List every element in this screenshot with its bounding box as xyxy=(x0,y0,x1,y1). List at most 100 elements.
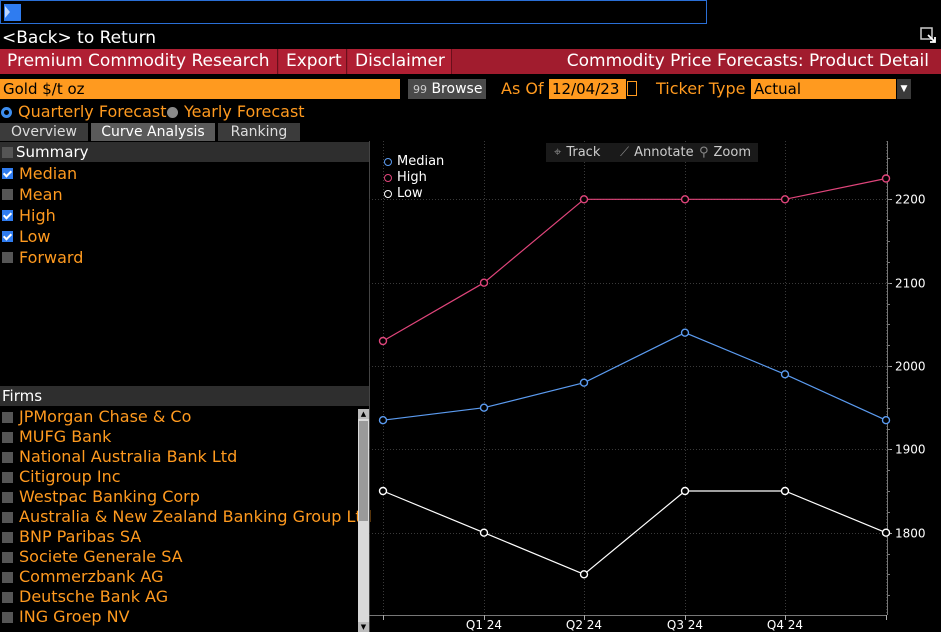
legend-item-low[interactable]: Low xyxy=(383,186,444,202)
checkbox[interactable] xyxy=(2,612,13,623)
left-panel: Summary Median Mean High Low Forward Firms J… xyxy=(0,141,372,632)
cursor-block xyxy=(4,4,21,21)
ticker-type-label: Ticker Type xyxy=(656,79,746,98)
data-point-high xyxy=(881,174,891,183)
controls-row: Gold $/t oz 99 Browse As Of 12/04/23 Tic… xyxy=(0,79,941,101)
menu-premium-research[interactable]: Premium Commodity Research xyxy=(0,49,278,74)
firm-item[interactable]: Deutsche Bank AG xyxy=(0,587,358,607)
summary-item-label: Mean xyxy=(19,185,63,204)
checkbox[interactable] xyxy=(2,231,13,242)
data-point-median xyxy=(680,328,690,337)
firm-item[interactable]: JPMorgan Chase & Co xyxy=(0,407,358,427)
firm-label: BNP Paribas SA xyxy=(19,527,142,546)
firm-item[interactable]: Societe Generale SA xyxy=(0,547,358,567)
ticker-type-select[interactable]: Actual xyxy=(751,79,896,99)
checkbox[interactable] xyxy=(2,492,13,503)
data-point-low xyxy=(881,528,891,537)
checkbox[interactable] xyxy=(2,512,13,523)
yearly-label[interactable]: Yearly Forecast xyxy=(184,102,305,121)
firm-item[interactable]: ING Groep NV xyxy=(0,607,358,627)
checkbox[interactable] xyxy=(2,452,13,463)
firms-header: Firms xyxy=(0,386,369,406)
legend-marker-icon xyxy=(384,174,392,182)
firm-item[interactable]: MUFG Bank xyxy=(0,427,358,447)
legend-item-high[interactable]: High xyxy=(383,170,444,186)
prompt-arrow-icon xyxy=(5,6,10,18)
legend-marker-icon xyxy=(384,158,392,166)
quarterly-radio[interactable] xyxy=(1,107,12,118)
firm-label: Deutsche Bank AG xyxy=(19,587,169,606)
calendar-icon[interactable] xyxy=(627,81,637,96)
checkbox[interactable] xyxy=(2,412,13,423)
checkbox[interactable] xyxy=(2,572,13,583)
track-button[interactable]: ⌖ Track xyxy=(554,143,600,162)
summary-item-label: Forward xyxy=(19,248,84,267)
menu-export[interactable]: Export xyxy=(279,49,347,74)
summary-header[interactable]: Summary xyxy=(0,142,369,162)
firm-item[interactable]: Citigroup Inc xyxy=(0,467,358,487)
checkbox[interactable] xyxy=(2,592,13,603)
quarterly-label[interactable]: Quarterly Forecast xyxy=(18,102,167,121)
command-line-input[interactable] xyxy=(0,0,707,24)
legend-marker-icon xyxy=(384,190,392,198)
checkbox[interactable] xyxy=(2,189,13,200)
x-tick-label: Q4 24 xyxy=(767,618,803,632)
firm-item[interactable]: BNP Paribas SA xyxy=(0,527,358,547)
chart-legend: Median High Low xyxy=(383,154,444,202)
firms-header-label: Firms xyxy=(2,387,43,405)
summary-item-high[interactable]: High xyxy=(0,205,369,226)
x-tick-label: Q2 24 xyxy=(566,618,602,632)
data-point-high xyxy=(780,195,790,204)
checkbox[interactable] xyxy=(2,432,13,443)
chart-canvas: 1800 1900 2000 2100 2200 Q1 24 Q2 24 Q3 24 Q4 24 xyxy=(369,141,926,632)
firm-item[interactable]: Westpac Banking Corp xyxy=(0,487,358,507)
expand-window-icon[interactable] xyxy=(920,27,937,44)
firms-scrollbar[interactable]: ▲ ▼ xyxy=(358,409,369,632)
forecast-chart[interactable]: 1800 1900 2000 2100 2200 Q1 24 Q2 24 Q3 24 Q4 24… xyxy=(369,141,941,632)
data-point-low xyxy=(479,528,489,537)
y-tick-label: 2200 xyxy=(895,193,926,207)
yearly-radio[interactable] xyxy=(167,107,178,118)
page-title: Commodity Price Forecasts: Product Detai… xyxy=(566,51,929,71)
data-point-high xyxy=(579,195,589,204)
summary-item-median[interactable]: Median xyxy=(0,163,369,184)
back-link[interactable]: <Back> to Return xyxy=(2,28,157,48)
data-point-median xyxy=(479,403,489,412)
scroll-up-icon[interactable]: ▲ xyxy=(358,409,369,419)
firm-item[interactable]: Australia & New Zealand Banking Group Lt… xyxy=(0,507,372,527)
tab-overview[interactable]: Overview xyxy=(0,123,88,141)
chevron-down-icon[interactable]: ▼ xyxy=(897,79,911,99)
browse-icon: 99 xyxy=(413,83,427,96)
zoom-button[interactable]: ⚲ Zoom xyxy=(699,143,751,162)
as-of-date-input[interactable]: 12/04/23 xyxy=(549,79,626,99)
summary-item-forward[interactable]: Forward xyxy=(0,247,369,268)
summary-item-label: Low xyxy=(19,227,51,246)
annotate-button[interactable]: ⟋ Annotate xyxy=(620,143,694,162)
summary-item-mean[interactable]: Mean xyxy=(0,184,369,205)
firm-label: Citigroup Inc xyxy=(19,467,121,486)
checkbox[interactable] xyxy=(2,532,13,543)
data-point-median xyxy=(378,416,388,425)
scroll-down-icon[interactable]: ▼ xyxy=(358,622,369,632)
checkbox[interactable] xyxy=(2,552,13,563)
checkbox[interactable] xyxy=(2,252,13,263)
data-point-median xyxy=(881,416,891,425)
firm-label: Societe Generale SA xyxy=(19,547,183,566)
pencil-icon: ⟋ xyxy=(620,145,630,160)
checkbox[interactable] xyxy=(2,210,13,221)
tab-curve-analysis[interactable]: Curve Analysis xyxy=(91,123,215,141)
menu-disclaimer[interactable]: Disclaimer xyxy=(348,49,452,74)
summary-item-low[interactable]: Low xyxy=(0,226,369,247)
checkbox[interactable] xyxy=(2,168,13,179)
firm-item[interactable]: Commerzbank AG xyxy=(0,567,358,587)
scroll-thumb[interactable] xyxy=(359,421,368,521)
checkbox[interactable] xyxy=(2,472,13,483)
tab-ranking[interactable]: Ranking xyxy=(218,123,300,141)
firm-item[interactable]: National Australia Bank Ltd xyxy=(0,447,358,467)
legend-item-median[interactable]: Median xyxy=(383,154,444,170)
browse-button[interactable]: 99 Browse xyxy=(408,79,486,99)
crosshair-icon: ⌖ xyxy=(554,145,562,160)
data-point-median xyxy=(579,378,589,387)
security-input[interactable]: Gold $/t oz xyxy=(0,79,400,99)
legend-label: Median xyxy=(397,154,445,169)
